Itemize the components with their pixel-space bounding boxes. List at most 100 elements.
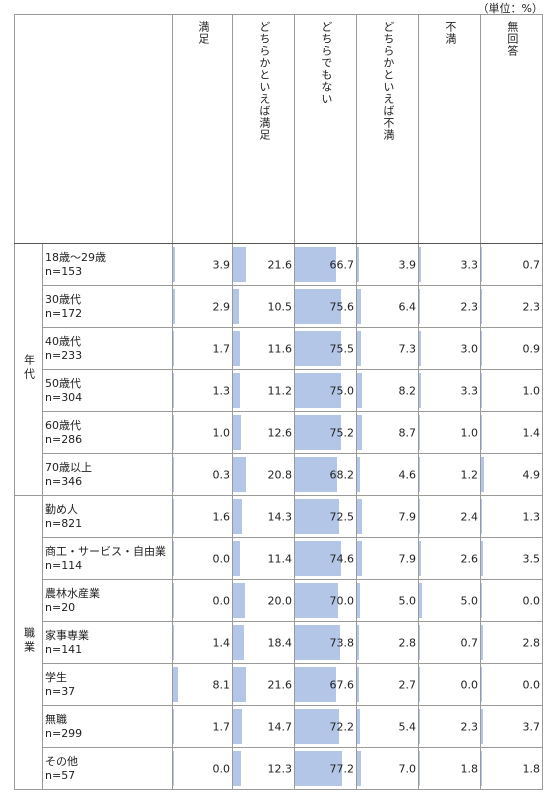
value-text: 3.5 bbox=[522, 552, 541, 565]
value-cell: 20.8 bbox=[232, 453, 295, 496]
row-count: n=141 bbox=[45, 642, 83, 656]
value-bar bbox=[233, 457, 246, 492]
value-text: 2.8 bbox=[398, 636, 417, 649]
value-cell: 7.9 bbox=[356, 537, 419, 580]
value-text: 0.0 bbox=[212, 594, 231, 607]
row-name: 40歳代 bbox=[45, 334, 81, 348]
value-cell: 75.6 bbox=[294, 285, 357, 328]
value-text: 11.6 bbox=[267, 342, 293, 355]
value-cell: 1.7 bbox=[172, 327, 233, 370]
value-cell: 1.4 bbox=[172, 621, 233, 664]
value-cell: 3.3 bbox=[418, 369, 481, 412]
value-text: 1.3 bbox=[212, 384, 231, 397]
value-text: 1.7 bbox=[212, 720, 231, 733]
value-bar bbox=[481, 373, 482, 408]
value-bar bbox=[419, 457, 420, 492]
row-label: 勤め人 n=821 bbox=[42, 495, 173, 538]
value-cell: 12.3 bbox=[232, 747, 295, 790]
value-text: 3.3 bbox=[460, 258, 479, 271]
value-cell: 3.0 bbox=[418, 327, 481, 370]
value-bar bbox=[233, 247, 247, 282]
value-cell: 0.0 bbox=[480, 579, 543, 622]
value-bar bbox=[233, 289, 240, 324]
value-cell: 3.7 bbox=[480, 705, 543, 748]
value-bar bbox=[173, 373, 174, 408]
value-text: 3.9 bbox=[212, 258, 231, 271]
value-text: 2.6 bbox=[460, 552, 479, 565]
value-text: 7.3 bbox=[398, 342, 417, 355]
row-name: その他 bbox=[45, 754, 78, 768]
value-text: 2.7 bbox=[398, 678, 417, 691]
value-text: 75.2 bbox=[329, 426, 355, 439]
table-row: 40歳代 n=233 1.7 11.6 75.5 7.3 3.0 0.9 bbox=[15, 327, 543, 370]
row-count: n=20 bbox=[45, 600, 76, 614]
value-text: 1.8 bbox=[522, 762, 541, 775]
value-text: 70.0 bbox=[329, 594, 355, 607]
value-cell: 12.6 bbox=[232, 411, 295, 454]
col-header-label: 満足 bbox=[196, 21, 210, 45]
value-cell: 0.0 bbox=[172, 579, 233, 622]
value-cell: 7.3 bbox=[356, 327, 419, 370]
value-cell: 2.3 bbox=[480, 285, 543, 328]
value-bar bbox=[357, 499, 362, 534]
value-text: 0.0 bbox=[522, 594, 541, 607]
value-bar bbox=[481, 415, 482, 450]
value-cell: 1.0 bbox=[480, 369, 543, 412]
row-label: 60歳代 n=286 bbox=[42, 411, 173, 454]
value-bar bbox=[481, 331, 482, 366]
value-text: 2.8 bbox=[522, 636, 541, 649]
row-name: 農林水産業 bbox=[45, 586, 100, 600]
value-cell: 1.7 bbox=[172, 705, 233, 748]
value-bar bbox=[295, 625, 341, 660]
value-text: 20.8 bbox=[267, 468, 293, 481]
value-text: 3.7 bbox=[522, 720, 541, 733]
value-cell: 21.6 bbox=[232, 663, 295, 706]
value-bar bbox=[481, 709, 484, 744]
value-bar bbox=[295, 499, 340, 534]
row-label: 40歳代 n=233 bbox=[42, 327, 173, 370]
value-cell: 10.5 bbox=[232, 285, 295, 328]
row-name: 50歳代 bbox=[45, 376, 81, 390]
value-text: 0.3 bbox=[212, 468, 231, 481]
row-count: n=172 bbox=[45, 306, 83, 320]
row-name: 家事専業 bbox=[45, 628, 89, 642]
value-text: 4.9 bbox=[522, 468, 541, 481]
value-cell: 2.4 bbox=[418, 495, 481, 538]
value-cell: 2.8 bbox=[356, 621, 419, 664]
value-cell: 8.1 bbox=[172, 663, 233, 706]
value-cell: 2.3 bbox=[418, 705, 481, 748]
value-text: 8.7 bbox=[398, 426, 417, 439]
row-name: 学生 bbox=[45, 670, 67, 684]
value-text: 8.1 bbox=[212, 678, 231, 691]
table-row: 30歳代 n=172 2.9 10.5 75.6 6.4 2.3 2.3 bbox=[15, 285, 543, 328]
value-cell: 3.9 bbox=[356, 243, 419, 286]
value-cell: 14.3 bbox=[232, 495, 295, 538]
value-text: 75.0 bbox=[329, 384, 355, 397]
value-text: 75.5 bbox=[329, 342, 355, 355]
value-text: 1.3 bbox=[522, 510, 541, 523]
value-bar bbox=[357, 667, 359, 702]
value-text: 0.9 bbox=[522, 342, 541, 355]
value-text: 11.4 bbox=[267, 552, 293, 565]
value-cell: 0.0 bbox=[418, 663, 481, 706]
col-header-label: どちらかといえば満足 bbox=[257, 21, 271, 141]
value-cell: 75.2 bbox=[294, 411, 357, 454]
row-name: 30歳代 bbox=[45, 292, 81, 306]
value-text: 20.0 bbox=[267, 594, 293, 607]
col-header-label: どちらでもない bbox=[319, 21, 333, 105]
value-cell: 2.3 bbox=[418, 285, 481, 328]
row-name: 18歳～29歳 bbox=[45, 250, 106, 264]
value-cell: 2.7 bbox=[356, 663, 419, 706]
row-label: 農林水産業 n=20 bbox=[42, 579, 173, 622]
value-text: 68.2 bbox=[329, 468, 355, 481]
row-label: 18歳～29歳 n=153 bbox=[42, 243, 173, 286]
header-corner bbox=[14, 14, 173, 244]
value-bar bbox=[173, 709, 174, 744]
value-text: 1.7 bbox=[212, 342, 231, 355]
value-cell: 8.2 bbox=[356, 369, 419, 412]
row-count: n=286 bbox=[45, 432, 83, 446]
value-bar bbox=[481, 457, 484, 492]
row-count: n=299 bbox=[45, 726, 83, 740]
value-cell: 66.7 bbox=[294, 243, 357, 286]
row-count: n=114 bbox=[45, 558, 83, 572]
